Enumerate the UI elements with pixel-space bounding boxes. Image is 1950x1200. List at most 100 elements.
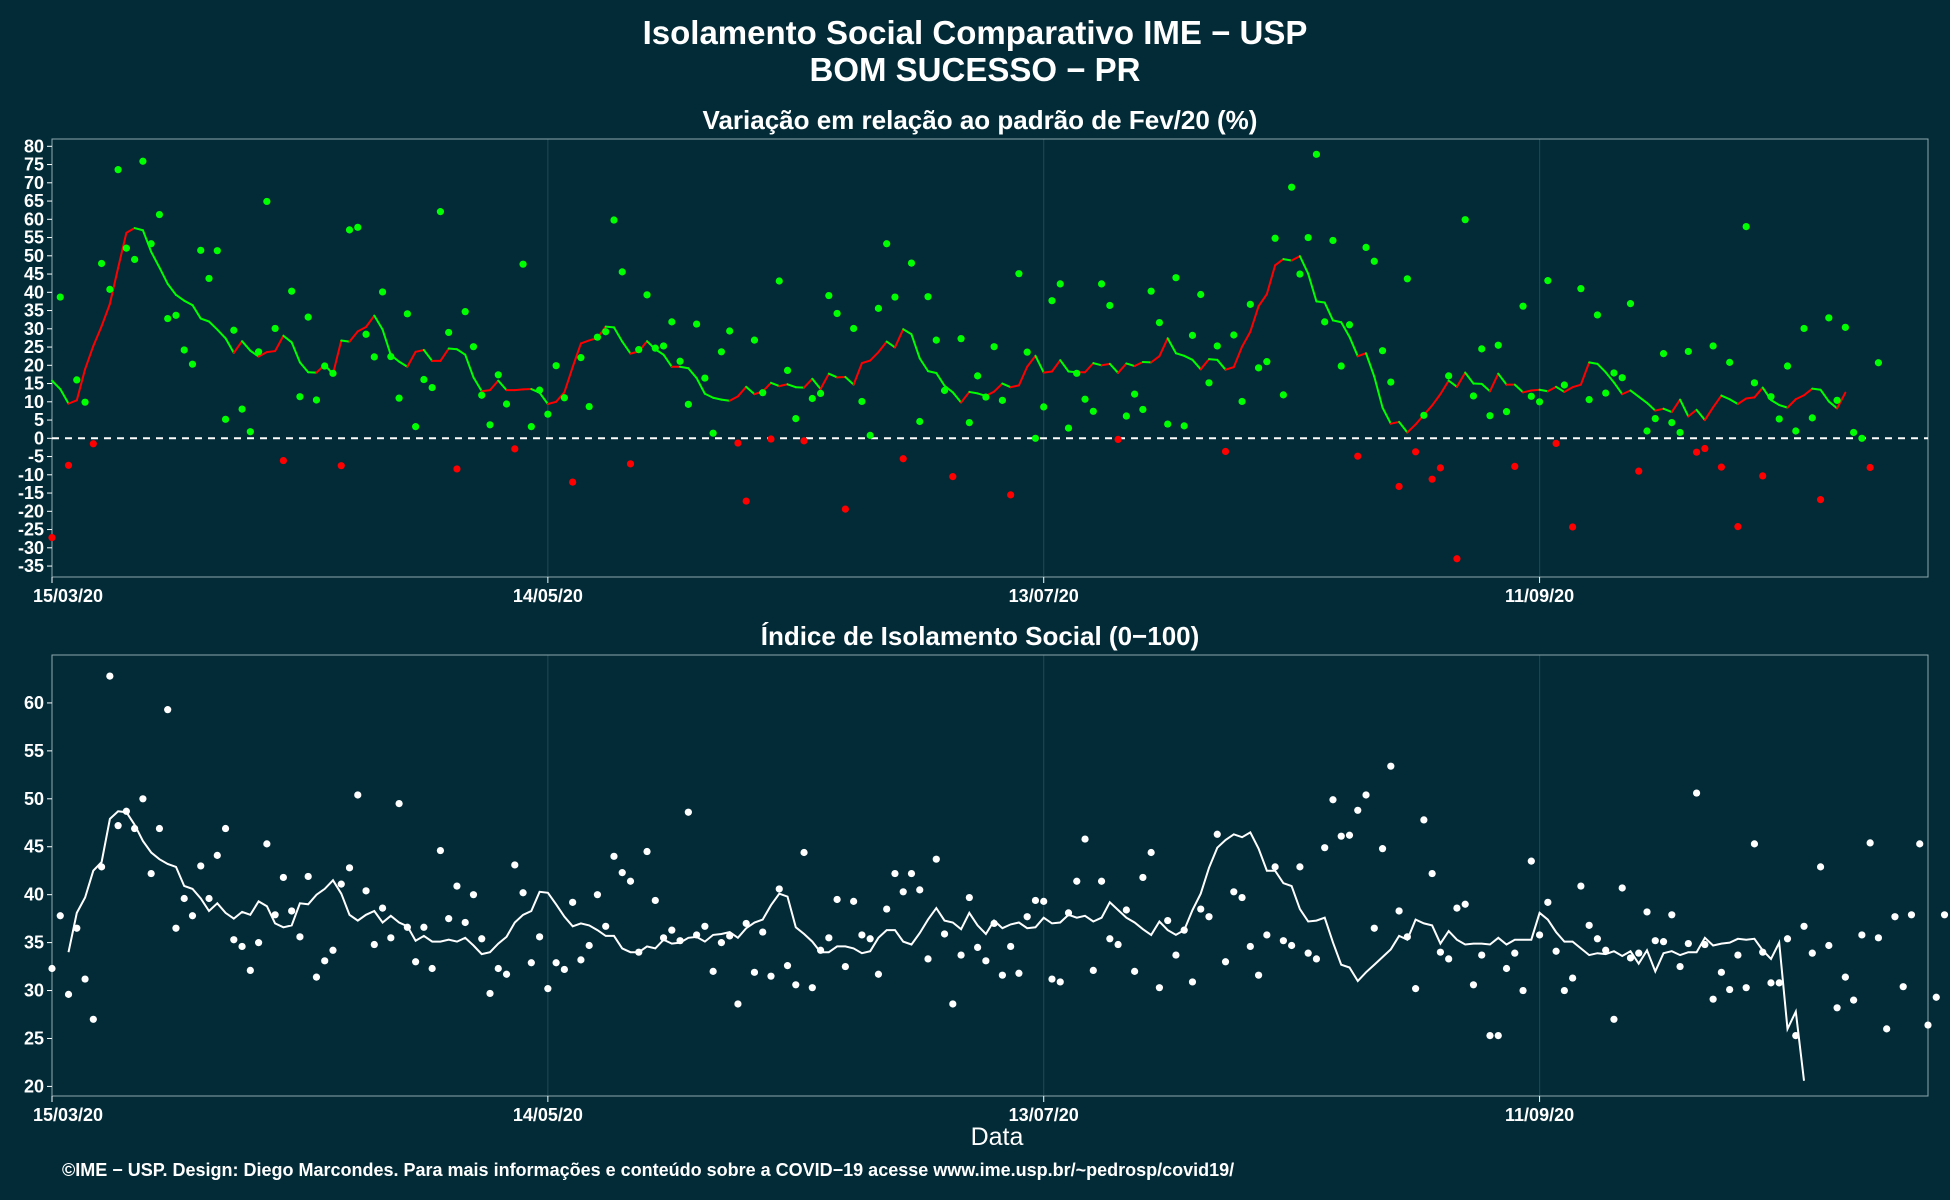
panel1-trend-segment — [348, 330, 359, 343]
panel2-daily-point — [676, 937, 684, 945]
panel1-daily-point — [321, 362, 329, 370]
panel1-trend-segment — [232, 340, 244, 354]
panel1-trend-segment — [439, 347, 450, 362]
panel1-y-tick-label: -5 — [28, 447, 44, 467]
panel2-daily-point — [577, 956, 585, 964]
panel1-daily-point — [883, 240, 891, 248]
panel1-daily-point — [1726, 358, 1734, 366]
panel1-daily-point — [1858, 434, 1866, 442]
panel1-trend-segment — [579, 339, 591, 345]
panel2-daily-point — [164, 706, 172, 714]
panel1-daily-point — [1445, 372, 1453, 380]
panel2-daily-point — [1668, 911, 1676, 919]
panel2-daily-point — [1114, 940, 1122, 949]
panel1-daily-point — [1560, 381, 1568, 389]
panel1-trend-segment — [1769, 398, 1781, 407]
panel1-daily-point — [1213, 342, 1221, 350]
panel1-y-tick-label: 30 — [24, 319, 44, 339]
panel2-daily-point — [742, 919, 750, 928]
panel1-daily-point — [1279, 391, 1287, 399]
panel2-daily-point — [1899, 983, 1907, 991]
panel2-daily-point — [1221, 958, 1230, 966]
panel1-trend-segment — [1571, 383, 1582, 389]
panel1-trend-segment — [869, 351, 880, 362]
panel1-trend-segment — [1009, 384, 1020, 389]
panel1-daily-point — [114, 166, 122, 174]
panel1-daily-point — [312, 396, 321, 404]
panel1-trend-segment — [125, 227, 136, 234]
panel1-trend-segment — [1092, 362, 1103, 367]
panel2-y-tick-label: 25 — [24, 1028, 44, 1048]
panel1-trend-segment — [1166, 337, 1177, 355]
panel1-daily-point — [461, 308, 469, 316]
panel2-daily-point — [131, 824, 139, 833]
panel1-trend-segment — [1257, 293, 1268, 308]
panel1-trend-segment — [736, 385, 748, 398]
panel1-trend-segment — [1480, 382, 1491, 393]
panel2-daily-point — [883, 905, 891, 913]
panel1-daily-point — [916, 417, 924, 426]
panel1-trend-segment — [1803, 387, 1814, 397]
panel1-y-tick-label: -30 — [18, 538, 44, 558]
panel2-daily-point — [990, 919, 998, 928]
panel2-daily-point — [1428, 869, 1436, 878]
panel1-daily-point — [841, 505, 849, 513]
panel2-daily-point — [478, 935, 486, 943]
panel2-daily-point — [544, 985, 552, 993]
panel2-daily-point — [213, 851, 221, 859]
panel2-daily-point — [329, 946, 337, 954]
panel1-daily-point — [122, 244, 130, 252]
panel1-daily-point — [445, 328, 453, 337]
panel1-trend-segment — [927, 370, 938, 374]
panel1-daily-point — [775, 277, 783, 285]
panel2-x-tick-label: 13/07/20 — [1009, 1105, 1079, 1125]
panel1-trend-segment — [133, 227, 144, 232]
panel2-daily-point — [602, 922, 610, 930]
panel1-daily-point — [1692, 448, 1701, 456]
panel1-trend-segment — [340, 339, 351, 343]
panel1-daily-point — [519, 260, 527, 268]
panel2-daily-point — [1585, 921, 1593, 929]
panel1-trend-segment — [1026, 354, 1037, 368]
panel1-daily-point — [1230, 331, 1238, 339]
panel2-daily-point — [825, 934, 833, 942]
panel2-y-tick-label: 60 — [24, 693, 44, 713]
panel1-daily-point — [478, 391, 486, 399]
panel1-daily-point — [1097, 280, 1106, 288]
panel2-y-tick-label: 35 — [24, 933, 44, 953]
panel1-trend-segment — [844, 375, 855, 386]
panel1-trend-segment — [1588, 361, 1599, 365]
panel1-trend-segment — [1786, 398, 1797, 409]
panel2-daily-point — [1312, 955, 1321, 963]
panel2-daily-point — [1172, 951, 1180, 959]
panel1-trend-segment — [885, 340, 896, 349]
panel1-y-tick-label: 25 — [24, 337, 44, 357]
panel1-trend-segment — [1439, 379, 1450, 396]
panel1-daily-point — [1866, 463, 1874, 472]
panel2-daily-point — [1097, 877, 1106, 885]
panel1-daily-point — [808, 394, 816, 403]
panel1-y-tick-label: 40 — [24, 282, 44, 302]
panel2-daily-point — [1659, 938, 1668, 946]
panel1-daily-point — [626, 460, 635, 468]
panel1-trend-segment — [1356, 352, 1368, 358]
panel2-daily-point — [1296, 863, 1304, 871]
panel2-daily-point — [1850, 996, 1858, 1004]
panel2-daily-point — [1164, 916, 1172, 925]
panel1-title: Variação em relação ao padrão de Fev/20 … — [703, 105, 1258, 135]
panel2-daily-point — [180, 894, 188, 903]
panel1-trend-segment — [1298, 255, 1310, 275]
panel1-trend-segment — [893, 328, 905, 349]
panel1-daily-point — [552, 362, 560, 370]
panel2-x-tick-label: 14/05/20 — [513, 1105, 583, 1125]
panel1-daily-point — [89, 440, 97, 448]
panel2-daily-point — [701, 922, 709, 930]
panel1-trend-segment — [1315, 300, 1326, 304]
panel1-trend-segment — [1654, 407, 1665, 412]
panel2-daily-point — [833, 895, 841, 904]
panel1-trend-segment — [373, 314, 384, 331]
panel1-daily-point — [701, 374, 709, 382]
panel1-trend-segment — [1340, 321, 1351, 338]
panel1-daily-point — [635, 346, 643, 354]
panel2-daily-point — [1478, 951, 1486, 959]
